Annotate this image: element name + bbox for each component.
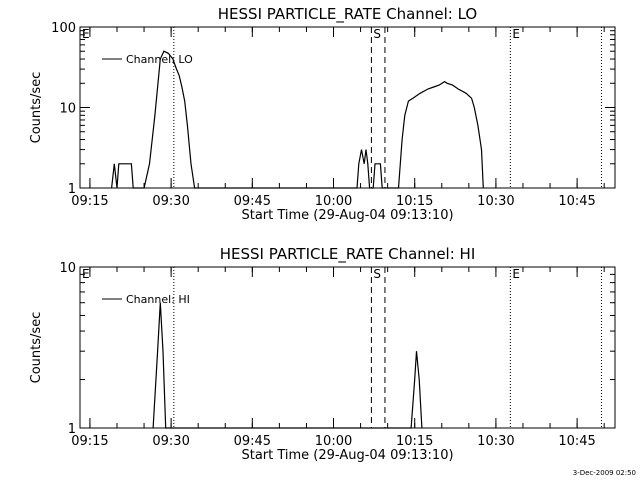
- lo-ylabel: Counts/sec: [29, 72, 44, 144]
- hi-series-line: [152, 302, 423, 429]
- hi-event-marker-label: S: [373, 267, 381, 281]
- hi-xtick-label: 09:30: [152, 434, 189, 449]
- hi-xtick-label: 10:00: [315, 434, 352, 449]
- lo-legend-label: Channel: LO: [126, 53, 193, 66]
- lo-xtick-label: 09:15: [71, 194, 108, 209]
- lo-chart-title: HESSI PARTICLE_RATE Channel: LO: [218, 5, 477, 24]
- lo-xtick-label: 10:00: [315, 194, 352, 209]
- timestamp-footer: 3-Dec-2009 02:50: [572, 469, 636, 477]
- hi-xtick-label: 10:45: [558, 434, 595, 449]
- lo-ytick-label: 10: [59, 102, 76, 117]
- hi-xtick-label: 10:30: [477, 434, 514, 449]
- lo-xtick-label: 10:45: [558, 194, 595, 209]
- lo-event-marker-label: E: [82, 27, 90, 41]
- lo-series-line: [111, 50, 484, 189]
- lo-event-marker-label: S: [373, 27, 381, 41]
- hi-xtick-label: 09:15: [71, 434, 108, 449]
- lo-xtick-label: 09:45: [234, 194, 271, 209]
- hi-legend-label: Channel: HI: [126, 293, 190, 306]
- hi-xtick-label: 09:45: [234, 434, 271, 449]
- lo-ytick-label: 100: [51, 21, 76, 36]
- hi-event-marker-label: E: [82, 267, 90, 281]
- lo-ytick-label: 1: [68, 182, 76, 197]
- lo-xtick-label: 09:30: [152, 194, 189, 209]
- hi-xtick-label: 10:15: [396, 434, 433, 449]
- hi-xlabel: Start Time (29-Aug-04 09:13:10): [241, 448, 453, 463]
- lo-plot-frame: [79, 26, 616, 189]
- lo-xtick-label: 10:15: [396, 194, 433, 209]
- hi-ytick-label: 1: [68, 422, 76, 437]
- hi-chart-title: HESSI PARTICLE_RATE Channel: HI: [220, 245, 476, 264]
- lo-xtick-label: 10:30: [477, 194, 514, 209]
- lo-xlabel: Start Time (29-Aug-04 09:13:10): [241, 208, 453, 223]
- lo-event-marker-label: E: [512, 27, 520, 41]
- hi-ytick-label: 10: [59, 261, 76, 276]
- hi-ylabel: Counts/sec: [29, 312, 44, 384]
- hi-event-marker-label: E: [512, 267, 520, 281]
- hi-plot-frame: [79, 266, 616, 429]
